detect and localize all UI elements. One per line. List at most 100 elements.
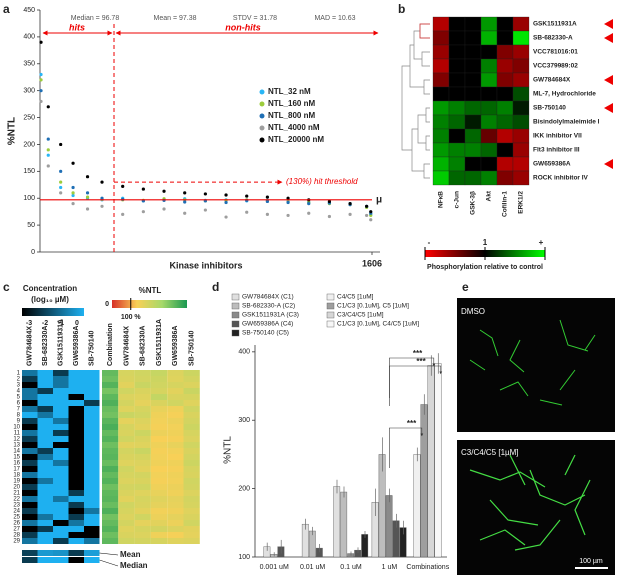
cell (167, 520, 184, 526)
cell (496, 128, 514, 144)
cell (150, 466, 168, 472)
cell (22, 514, 38, 520)
cell (167, 508, 184, 514)
cell (68, 436, 84, 442)
cell (464, 86, 482, 102)
cell (53, 526, 69, 532)
cell (183, 454, 200, 460)
cell (464, 100, 482, 116)
legend-swatch (231, 311, 240, 319)
cell (22, 412, 38, 418)
cell (183, 460, 200, 466)
cell (134, 508, 151, 514)
stat: Mean = 97.38 (153, 15, 196, 22)
cell (118, 526, 135, 532)
cell (183, 508, 200, 514)
cell (167, 538, 184, 544)
cell (53, 508, 69, 514)
cell (53, 370, 69, 376)
cell (37, 532, 53, 538)
arrow-marker (604, 19, 613, 29)
x-tick-label: Combinations (406, 564, 449, 571)
y-tick-label: 450 (23, 7, 35, 14)
y-tick-label: 200 (23, 141, 35, 148)
point (286, 213, 290, 218)
column-label: Combination (107, 323, 114, 366)
point (365, 213, 369, 218)
point (162, 189, 166, 193)
cell (167, 502, 184, 508)
summary-label: Median (120, 561, 148, 570)
legend-marker (259, 125, 265, 131)
cell (150, 376, 168, 382)
cell (68, 442, 84, 448)
cell (150, 394, 168, 400)
cell (102, 502, 119, 508)
row-label: Bisindolylmaleimide I (533, 119, 600, 126)
cell (480, 114, 498, 130)
column-label: GW784684X (123, 326, 130, 366)
x-tick-label: 0.1 uM (340, 564, 362, 571)
point (141, 187, 145, 191)
cell (84, 478, 100, 484)
cell (183, 490, 200, 496)
cell (480, 44, 498, 60)
cell (432, 30, 450, 46)
cell (480, 30, 498, 46)
cell (167, 382, 184, 388)
cell (464, 142, 482, 158)
column-label: SB-682330A (42, 326, 49, 366)
cell (496, 114, 514, 130)
cell (448, 142, 466, 158)
point (224, 200, 228, 205)
cell (432, 128, 450, 144)
scale-bar-label: 100 µm (579, 558, 603, 565)
cell (432, 156, 450, 172)
cell (150, 370, 168, 376)
cell (150, 418, 168, 424)
legend-swatch (231, 320, 240, 328)
cell (134, 376, 151, 382)
cell (496, 156, 514, 172)
row-label: VCC379989:02 (533, 63, 578, 70)
cell (22, 526, 38, 532)
cell (22, 424, 38, 430)
image-label: C3/C4/C5 [1µM] (461, 448, 519, 457)
cell (432, 58, 450, 74)
row-label: 12 (13, 437, 20, 443)
legend-label: C3/C4/C5 [1uM] (337, 312, 384, 319)
x-tick-label: 0.001 uM (260, 564, 289, 571)
cell (22, 496, 38, 502)
cell (68, 400, 84, 406)
cell (68, 412, 84, 418)
cell (102, 412, 119, 418)
bar (427, 365, 435, 558)
cell (102, 460, 119, 466)
cell (84, 394, 100, 400)
cell (496, 16, 514, 32)
cell (22, 388, 38, 394)
cell (464, 114, 482, 130)
arrow-marker (604, 75, 613, 85)
significance-label: *** (407, 419, 417, 428)
point (46, 137, 50, 141)
point (46, 148, 50, 152)
cell (53, 460, 69, 466)
cell (37, 557, 53, 563)
cell (150, 448, 168, 454)
point (203, 208, 207, 212)
cell (53, 496, 69, 502)
legend-swatch (326, 302, 335, 310)
cell (84, 557, 100, 563)
cell (167, 478, 184, 484)
cell (68, 484, 84, 490)
nonhits-label: non-hits (225, 22, 261, 32)
cell (183, 442, 200, 448)
cell (134, 520, 151, 526)
cell (150, 388, 168, 394)
cell (68, 448, 84, 454)
legend-swatch (326, 320, 335, 328)
cell (68, 538, 84, 544)
cell (496, 86, 514, 102)
cell (167, 418, 184, 424)
